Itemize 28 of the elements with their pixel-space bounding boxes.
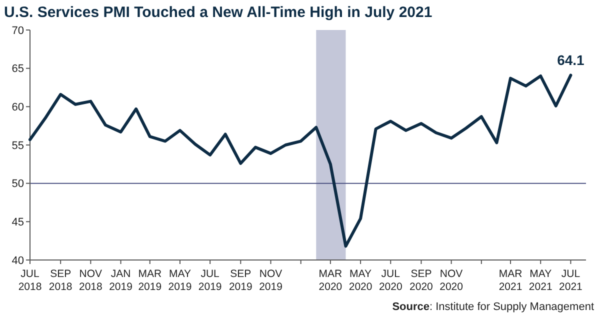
x-tick-label: JUL 2018: [18, 268, 42, 293]
source-note: Source: Institute for Supply Management: [392, 301, 594, 313]
chart-title: U.S. Services PMI Touched a New All-Time High in July 2021: [4, 4, 432, 21]
x-tick-label: JUL 2021: [559, 268, 583, 293]
y-tick-label: 70: [12, 24, 24, 37]
y-tick-label: 55: [12, 140, 24, 152]
x-tick-label: SEP 2019: [228, 268, 252, 293]
y-tick-label: 40: [12, 254, 24, 267]
x-tick-label: MAY 2019: [168, 268, 192, 293]
y-tick-label: 65: [12, 63, 24, 76]
line-series: [28, 74, 572, 248]
x-tick-label: NOV 2019: [259, 268, 283, 293]
data-label: 64.1: [557, 52, 585, 68]
y-tick-label: 60: [12, 102, 24, 114]
x-tick-label: MAR 2020: [318, 268, 343, 293]
x-tick-label: NOV 2020: [440, 268, 464, 293]
x-tick-label: MAY 2021: [528, 268, 552, 293]
x-tick-label: JAN 2019: [109, 268, 133, 293]
x-tick-label: MAY 2020: [348, 268, 372, 293]
x-tick-label: MAR 2021: [498, 268, 523, 293]
y-tick-label: 45: [12, 216, 24, 229]
x-tick-label: JUL 2020: [378, 268, 402, 293]
x-tick-label: SEP 2020: [410, 268, 434, 293]
x-tick-label: JUL 2019: [198, 268, 222, 293]
x-tick-label: SEP 2018: [48, 268, 72, 293]
y-tick-label: 50: [12, 178, 24, 190]
x-tick-label: MAR 2019: [138, 268, 162, 293]
x-tick-label: NOV 2018: [79, 268, 103, 293]
